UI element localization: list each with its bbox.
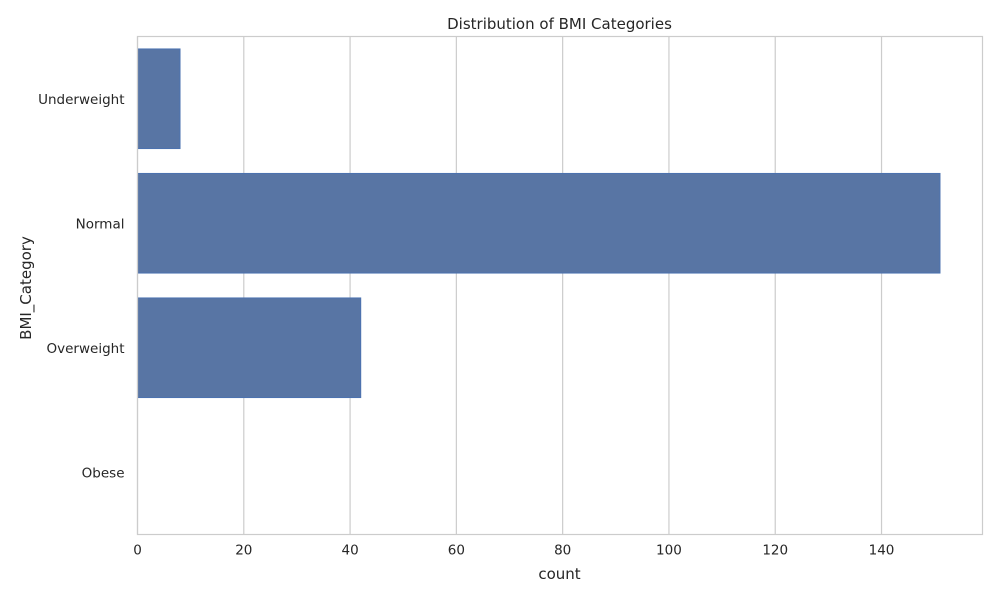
bars: [137, 48, 941, 399]
bar-overweight: [137, 297, 362, 399]
bar-normal: [137, 172, 941, 274]
grid-lines: [136, 36, 883, 535]
y-tick-label-normal: Normal: [76, 216, 125, 232]
x-tick-label: 0: [133, 543, 142, 559]
y-tick-labels: Underweight Normal Overweight Obese: [38, 92, 124, 482]
chart-title: Distribution of BMI Categories: [447, 15, 672, 33]
y-tick-label-overweight: Overweight: [47, 341, 125, 357]
plot-frame: [136, 35, 984, 536]
y-tick-label-underweight: Underweight: [38, 92, 124, 108]
y-axis-label: BMI_Category: [17, 236, 36, 340]
x-tick-label: 100: [656, 543, 682, 559]
x-tick-labels: 0 20 40 60 80 100 120 140: [133, 543, 894, 559]
x-axis-label: count: [538, 565, 580, 583]
x-tick-label: 20: [235, 543, 252, 559]
bar-underweight: [137, 48, 181, 150]
x-tick-label: 140: [869, 543, 895, 559]
x-tick-label: 80: [554, 543, 571, 559]
y-tick-label-obese: Obese: [82, 465, 125, 481]
x-tick-label: 40: [341, 543, 358, 559]
x-tick-label: 120: [762, 543, 788, 559]
x-tick-label: 60: [448, 543, 465, 559]
